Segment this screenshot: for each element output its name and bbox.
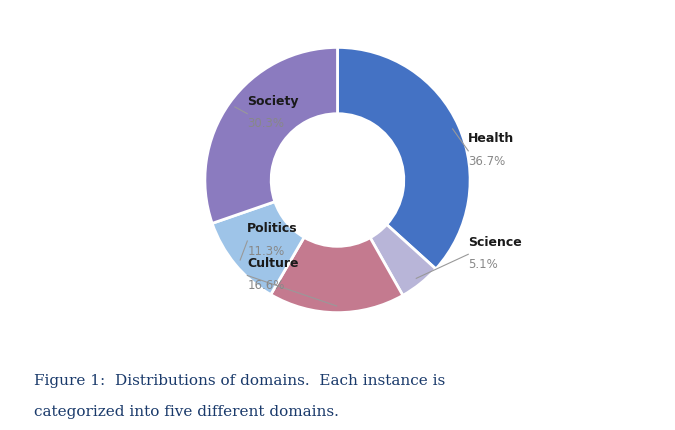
Text: 11.3%: 11.3% — [247, 244, 285, 257]
Text: Figure 1:  Distributions of domains.  Each instance is: Figure 1: Distributions of domains. Each… — [34, 374, 445, 387]
Text: Culture: Culture — [247, 256, 299, 269]
Text: Health: Health — [468, 132, 514, 145]
Text: Society: Society — [247, 95, 299, 108]
Wedge shape — [271, 238, 403, 313]
Text: 30.3%: 30.3% — [247, 117, 284, 130]
Wedge shape — [370, 225, 436, 296]
Wedge shape — [338, 48, 470, 269]
Wedge shape — [205, 48, 338, 224]
Text: 5.1%: 5.1% — [468, 258, 498, 270]
Wedge shape — [212, 202, 304, 295]
Text: 16.6%: 16.6% — [247, 279, 285, 292]
Text: Science: Science — [468, 235, 522, 248]
Text: Politics: Politics — [247, 222, 298, 235]
Text: 36.7%: 36.7% — [468, 154, 506, 167]
Text: categorized into five different domains.: categorized into five different domains. — [34, 404, 339, 418]
